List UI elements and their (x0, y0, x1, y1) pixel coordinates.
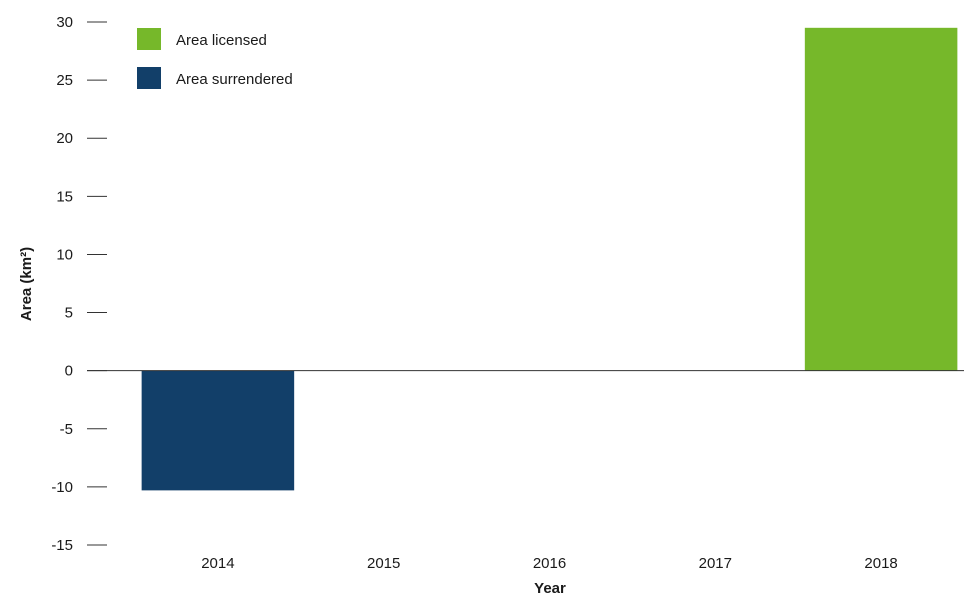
y-tick-label: 30 (56, 14, 73, 31)
legend-label-area-licensed: Area licensed (176, 32, 267, 49)
y-tick-label: -15 (51, 537, 73, 554)
x-tick-label-2018: 2018 (864, 555, 897, 572)
legend-swatch-area-licensed (137, 28, 161, 50)
bar-area-surrendered-2014 (141, 370, 295, 491)
y-tick-label: 5 (65, 305, 73, 322)
x-tick-label-2016: 2016 (533, 555, 566, 572)
y-tick-label: 20 (56, 130, 73, 147)
bars-layer (141, 27, 958, 491)
x-tick-label-2017: 2017 (699, 555, 732, 572)
y-tick-label: 0 (65, 363, 73, 380)
legend-swatch-area-surrendered (137, 67, 161, 89)
legend: Area licensed Area surrendered (137, 28, 293, 89)
legend-label-area-surrendered: Area surrendered (176, 71, 293, 88)
y-tick-label: -10 (51, 479, 73, 496)
bar-area-licensed-2018 (804, 27, 958, 371)
y-axis-title: Area (km²) (18, 247, 35, 321)
x-tick-label-2014: 2014 (201, 555, 234, 572)
y-tick-label: 10 (56, 246, 73, 263)
y-tick-label: 25 (56, 72, 73, 89)
y-tick-label: 15 (56, 188, 73, 205)
x-axis: 2014 2015 2016 2017 2018 (201, 555, 898, 572)
x-axis-title: Year (534, 580, 566, 597)
y-axis: -15 -10 -5 0 5 10 15 20 25 30 (51, 14, 107, 554)
y-tick-label: -5 (60, 421, 73, 438)
x-tick-label-2015: 2015 (367, 555, 400, 572)
